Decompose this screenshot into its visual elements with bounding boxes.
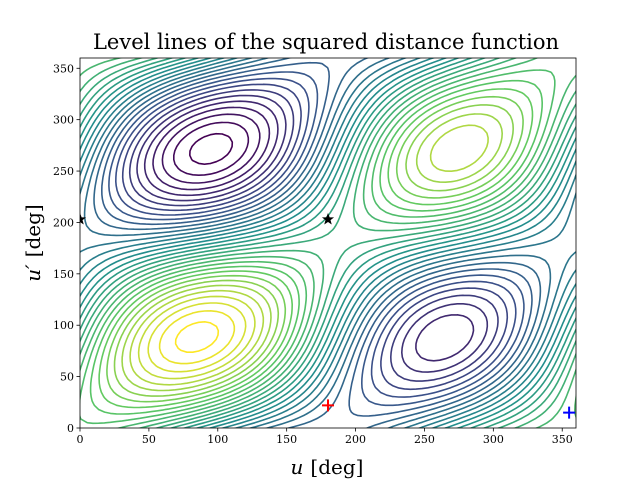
- contour-line: [108, 71, 525, 407]
- x-tick-label: 300: [483, 433, 504, 446]
- contour-line: [80, 58, 576, 428]
- y-tick-label: 350: [53, 62, 74, 75]
- plot-frame: [79, 57, 577, 429]
- minimum-marker: [322, 399, 334, 412]
- contour-line: [128, 89, 499, 382]
- contour-line: [152, 106, 271, 191]
- contour-line: [121, 113, 503, 392]
- contour-lines: [80, 58, 576, 428]
- contour-line: [174, 321, 220, 353]
- y-tick-label: 250: [53, 165, 74, 178]
- contour-line: [147, 302, 247, 373]
- contour-line: [158, 310, 236, 365]
- contour-line: [80, 58, 576, 428]
- contour-line: [80, 58, 576, 428]
- contour-line: [98, 88, 534, 409]
- contour-line: [106, 95, 524, 403]
- point-marker: [563, 406, 576, 419]
- y-tick-label: 50: [60, 371, 74, 384]
- contour-line: [189, 132, 234, 165]
- contour-line: [113, 104, 514, 397]
- y-axis: 0 50 100 150 200 250 300 350: [53, 62, 80, 435]
- contour-line: [136, 94, 489, 373]
- x-tick-label: 150: [276, 433, 297, 446]
- x-tick-label: 50: [142, 433, 156, 446]
- contour-line: [161, 113, 261, 184]
- markers: [80, 212, 576, 419]
- contour-line: [93, 58, 542, 428]
- contour-line: [121, 83, 509, 391]
- contour-line: [80, 58, 576, 428]
- x-axis: 0 50 100 150 200 250 300 350: [77, 428, 573, 446]
- contour-line: [129, 124, 489, 386]
- contour-line: [137, 295, 256, 380]
- y-tick-label: 300: [53, 114, 74, 127]
- y-tick-label: 200: [53, 216, 74, 229]
- x-tick-label: 250: [414, 433, 435, 446]
- saddle-marker: [80, 212, 87, 225]
- chart-title: Level lines of the squared distance func…: [93, 30, 559, 54]
- x-tick-label: 350: [552, 433, 573, 446]
- y-axis-label: u′ [deg]: [21, 204, 45, 281]
- contour-line: [80, 58, 576, 428]
- x-axis-label: u [deg]: [291, 455, 364, 479]
- contour-line: [115, 77, 517, 398]
- contour-line: [89, 79, 543, 415]
- contour-line: [101, 61, 533, 417]
- contour-line: [80, 69, 576, 425]
- contour-line: [80, 58, 576, 428]
- x-tick-label: 200: [345, 433, 366, 446]
- x-tick-label: 100: [207, 433, 228, 446]
- x-tick-label: 0: [77, 433, 84, 446]
- y-axis-unit: [deg]: [21, 204, 45, 257]
- contour-line: [80, 58, 576, 428]
- y-tick-label: 0: [67, 422, 74, 435]
- x-axis-variable: u: [291, 455, 304, 479]
- contour-line: [80, 58, 576, 428]
- contour-line: [173, 121, 250, 176]
- y-tick-label: 150: [53, 268, 74, 281]
- y-tick-label: 100: [53, 319, 74, 332]
- saddle-marker: [321, 212, 335, 225]
- x-axis-unit: [deg]: [310, 455, 363, 479]
- contour-line: [83, 58, 552, 428]
- contour-line: [80, 58, 576, 428]
- contour-line: [143, 100, 475, 362]
- y-axis-variable: u′: [21, 264, 45, 282]
- contour-line: [80, 58, 576, 428]
